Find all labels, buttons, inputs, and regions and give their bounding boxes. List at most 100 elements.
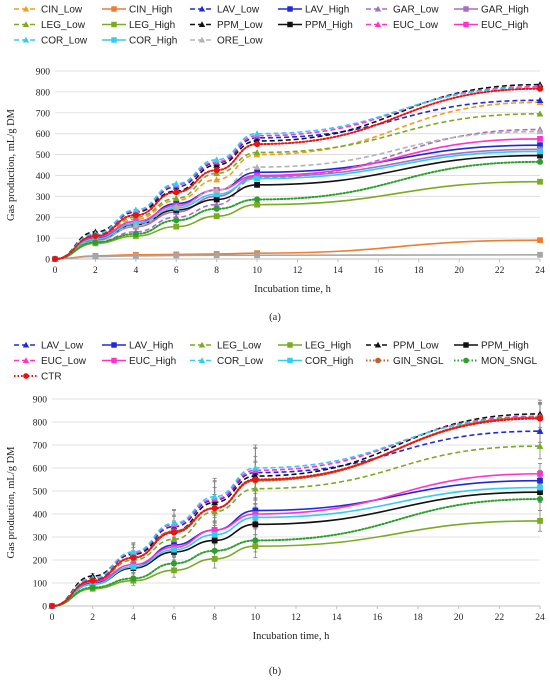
data-point (254, 169, 260, 176)
legend-label: LAV_High (129, 341, 173, 352)
y-tick-label: 400 (33, 511, 48, 521)
y-tick-label: 300 (36, 193, 51, 203)
data-point (213, 252, 220, 259)
legend-item: LEG_Low (190, 341, 262, 352)
legend-swatch-marker (111, 6, 117, 12)
legend-item: LEG_Low (14, 20, 86, 31)
x-tick-label: 6 (172, 613, 177, 623)
legend-label: PPM_High (481, 341, 529, 352)
legend-swatch-marker (22, 341, 30, 348)
data-point (129, 548, 137, 555)
x-tick-label: 22 (495, 613, 505, 623)
data-point (51, 255, 59, 263)
data-point (213, 167, 220, 174)
legend-item: MON_SNGL (454, 356, 538, 367)
legend-item: EUC_High (102, 356, 176, 367)
data-point (171, 546, 177, 553)
data-point (89, 584, 96, 591)
data-point (89, 581, 96, 588)
data-point (253, 163, 261, 170)
legend: LAV_Low LAV_High LEG_Low LEG_High PPM_Low PPM… (14, 341, 538, 383)
x-tick-label: 2 (90, 613, 95, 623)
legend-item: EUC_Low (366, 20, 439, 31)
data-point (254, 175, 260, 182)
legend-swatch-marker (22, 21, 30, 28)
legend-swatch-marker (374, 5, 382, 12)
legend-label: CIN_High (129, 5, 172, 16)
data-point (92, 239, 99, 246)
y-tick-label: 0 (45, 256, 50, 266)
x-tick-label: 18 (413, 613, 423, 623)
data-point (213, 191, 220, 198)
x-axis-title: Incubation time, h (254, 284, 331, 295)
legend-swatch-marker (287, 342, 293, 348)
legend-label: LEG_High (305, 341, 351, 352)
legend-swatch-marker (198, 21, 206, 28)
legend-item: LAV_Low (14, 341, 84, 352)
data-point (213, 176, 221, 183)
series-line (51, 486, 541, 607)
data-point (92, 253, 99, 260)
series-lav-high (52, 142, 543, 262)
legend-item: GAR_High (454, 5, 529, 16)
legend-label: LAV_Low (217, 5, 260, 16)
legend-label: COR_High (129, 36, 177, 47)
data-point (251, 485, 259, 492)
x-tick-label: 16 (374, 266, 384, 276)
data-point (254, 172, 260, 179)
x-axis-title: Incubation time, h (253, 631, 330, 642)
series-line (51, 417, 541, 607)
series-line (54, 150, 541, 260)
data-point (536, 442, 544, 449)
legend-label: PPM_Low (393, 341, 439, 352)
y-tick-label: 300 (33, 534, 48, 544)
y-tick-label: 900 (36, 68, 51, 78)
data-point (254, 141, 261, 148)
legend-swatch-marker (22, 36, 30, 43)
data-point (536, 415, 544, 422)
data-point (173, 252, 180, 259)
data-point (536, 495, 544, 503)
legend: CIN_Low CIN_High LAV_Low LAV_High GAR_Low GAR… (14, 5, 529, 47)
panel-label: (a) (269, 312, 281, 323)
data-point (213, 186, 221, 193)
series-euc-high (49, 470, 543, 609)
legend-label: GAR_High (481, 5, 529, 16)
legend-swatch-marker (111, 342, 117, 348)
data-point (537, 470, 543, 477)
series-line (54, 83, 541, 260)
y-tick-label: 700 (36, 109, 51, 119)
y-tick-label: 700 (33, 442, 48, 452)
y-tick-label: 900 (33, 396, 48, 406)
legend-item: LEG_High (278, 341, 351, 352)
legend-label: LEG_Low (41, 20, 86, 31)
legend-item: EUC_High (454, 20, 528, 31)
x-tick-label: 20 (454, 266, 464, 276)
y-tick-label: 500 (36, 151, 51, 161)
data-point (213, 196, 220, 203)
legend-item: CTR (14, 372, 62, 383)
series-line (54, 130, 541, 260)
legend-label: COR_Low (217, 356, 264, 367)
x-tick-label: 10 (252, 266, 262, 276)
data-point (254, 196, 261, 203)
y-axis-title: Gas production, mL/g DM (6, 108, 17, 221)
data-point (252, 507, 259, 514)
x-tick-label: 8 (212, 613, 217, 623)
legend-swatch-marker (111, 37, 117, 43)
legend-swatch-marker (287, 357, 293, 364)
data-point (537, 135, 543, 142)
y-tick-label: 400 (36, 172, 51, 182)
data-point (252, 521, 259, 528)
data-point (211, 527, 218, 533)
data-point (252, 476, 259, 483)
x-tick-label: 14 (333, 266, 343, 276)
series-cin-high (52, 237, 543, 262)
legend-swatch-marker (198, 36, 206, 43)
legend-swatch-marker (463, 21, 469, 28)
legend-swatch-marker (22, 5, 30, 12)
series-line (51, 416, 541, 607)
x-tick-label: 8 (214, 266, 219, 276)
data-point (132, 252, 139, 259)
